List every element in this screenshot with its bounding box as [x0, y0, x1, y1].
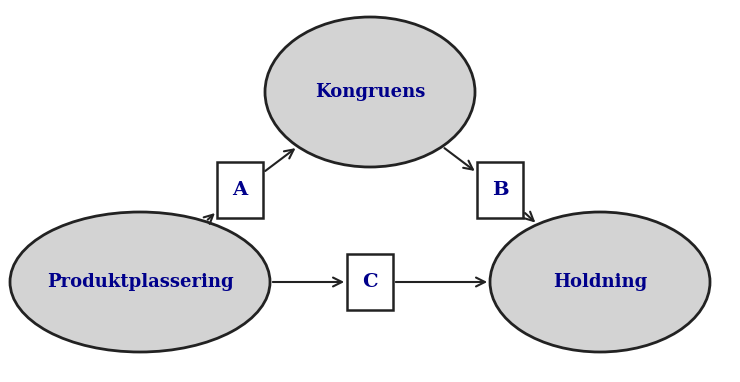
Ellipse shape: [265, 17, 475, 167]
Text: Kongruens: Kongruens: [314, 83, 426, 101]
Ellipse shape: [490, 212, 710, 352]
FancyBboxPatch shape: [477, 162, 523, 218]
Text: C: C: [362, 273, 378, 291]
Text: Holdning: Holdning: [553, 273, 647, 291]
FancyBboxPatch shape: [347, 254, 393, 310]
FancyBboxPatch shape: [217, 162, 263, 218]
Text: Produktplassering: Produktplassering: [47, 273, 233, 291]
Text: A: A: [232, 181, 248, 199]
Text: B: B: [491, 181, 508, 199]
Ellipse shape: [10, 212, 270, 352]
